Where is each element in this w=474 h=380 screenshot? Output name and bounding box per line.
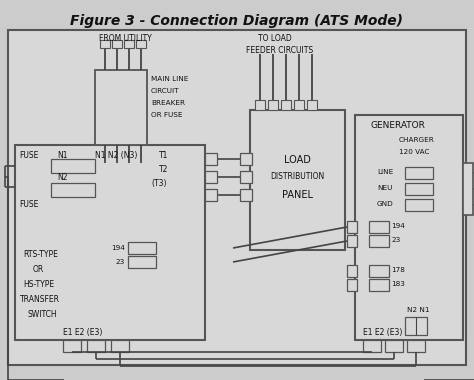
Text: 194: 194 — [391, 223, 405, 229]
Bar — [240, 171, 252, 183]
Text: Figure 3 - Connection Diagram (ATS Mode): Figure 3 - Connection Diagram (ATS Mode) — [71, 14, 403, 28]
Bar — [15, 145, 205, 340]
Text: GENERATOR: GENERATOR — [371, 121, 426, 130]
Text: HS-TYPE: HS-TYPE — [23, 280, 54, 289]
Bar — [385, 340, 403, 352]
Bar — [63, 340, 81, 352]
Text: T1: T1 — [159, 151, 168, 160]
Text: 183: 183 — [391, 281, 405, 287]
Text: FUSE: FUSE — [19, 151, 38, 160]
Text: CIRCUIT: CIRCUIT — [151, 88, 180, 94]
Bar — [405, 199, 433, 211]
Text: N2: N2 — [57, 173, 67, 182]
Bar — [363, 340, 381, 352]
Text: TO LOAD: TO LOAD — [258, 34, 292, 43]
Text: RTS-TYPE: RTS-TYPE — [23, 250, 58, 259]
Text: SWITCH: SWITCH — [27, 310, 56, 319]
Text: OR FUSE: OR FUSE — [151, 112, 182, 118]
Bar — [205, 171, 217, 183]
Text: MAIN LINE: MAIN LINE — [151, 76, 188, 82]
Text: CHARGER: CHARGER — [399, 137, 435, 143]
Bar — [205, 189, 217, 201]
Bar — [369, 279, 389, 291]
Text: OR: OR — [33, 265, 44, 274]
Text: E1 E2 (E3): E1 E2 (E3) — [63, 328, 102, 337]
Text: N2 N1: N2 N1 — [407, 307, 429, 313]
Bar — [124, 40, 134, 48]
Text: 23: 23 — [116, 259, 125, 265]
Bar — [136, 40, 146, 48]
Bar — [95, 70, 147, 145]
Bar — [255, 100, 265, 110]
Bar — [240, 153, 252, 165]
Bar — [51, 183, 95, 197]
Text: 178: 178 — [391, 267, 405, 273]
Bar — [369, 221, 389, 233]
Text: T2: T2 — [159, 165, 168, 174]
Bar — [405, 183, 433, 195]
Bar — [281, 100, 291, 110]
Bar — [100, 40, 110, 48]
Bar — [128, 256, 156, 268]
Text: NEU: NEU — [377, 185, 392, 191]
Bar — [369, 265, 389, 277]
Text: TRANSFER: TRANSFER — [20, 295, 60, 304]
Bar — [347, 235, 357, 247]
Bar — [112, 40, 122, 48]
Bar — [355, 115, 463, 340]
Text: FUSE: FUSE — [19, 200, 38, 209]
Bar — [205, 153, 217, 165]
Text: N1: N1 — [57, 151, 67, 160]
Text: (T3): (T3) — [151, 179, 166, 188]
Bar — [8, 30, 466, 365]
Bar — [240, 189, 252, 201]
Bar — [87, 340, 105, 352]
Text: E1 E2 (E3): E1 E2 (E3) — [363, 328, 402, 337]
Text: 120 VAC: 120 VAC — [399, 149, 429, 155]
Bar — [250, 110, 345, 250]
Bar — [405, 317, 427, 335]
Text: GND: GND — [377, 201, 394, 207]
Bar — [268, 100, 278, 110]
Text: 23: 23 — [391, 237, 400, 243]
Bar — [347, 265, 357, 277]
Text: LINE: LINE — [377, 169, 393, 175]
Bar — [294, 100, 304, 110]
Text: PANEL: PANEL — [282, 190, 313, 200]
Bar — [347, 279, 357, 291]
Bar — [111, 340, 129, 352]
Bar — [405, 167, 433, 179]
Bar — [369, 235, 389, 247]
Text: LOAD: LOAD — [284, 155, 311, 165]
Text: BREAKER: BREAKER — [151, 100, 185, 106]
Text: FEEDER CIRCUITS: FEEDER CIRCUITS — [246, 46, 313, 55]
Text: N1 N2 (N3): N1 N2 (N3) — [95, 151, 137, 160]
Bar — [51, 159, 95, 173]
Bar — [407, 340, 425, 352]
Text: DISTRIBUTION: DISTRIBUTION — [270, 172, 325, 181]
Bar — [463, 163, 473, 215]
Bar — [347, 221, 357, 233]
Text: FROM UTILITY: FROM UTILITY — [99, 34, 152, 43]
Bar — [307, 100, 317, 110]
Text: 194: 194 — [111, 245, 125, 251]
Bar — [128, 242, 156, 254]
